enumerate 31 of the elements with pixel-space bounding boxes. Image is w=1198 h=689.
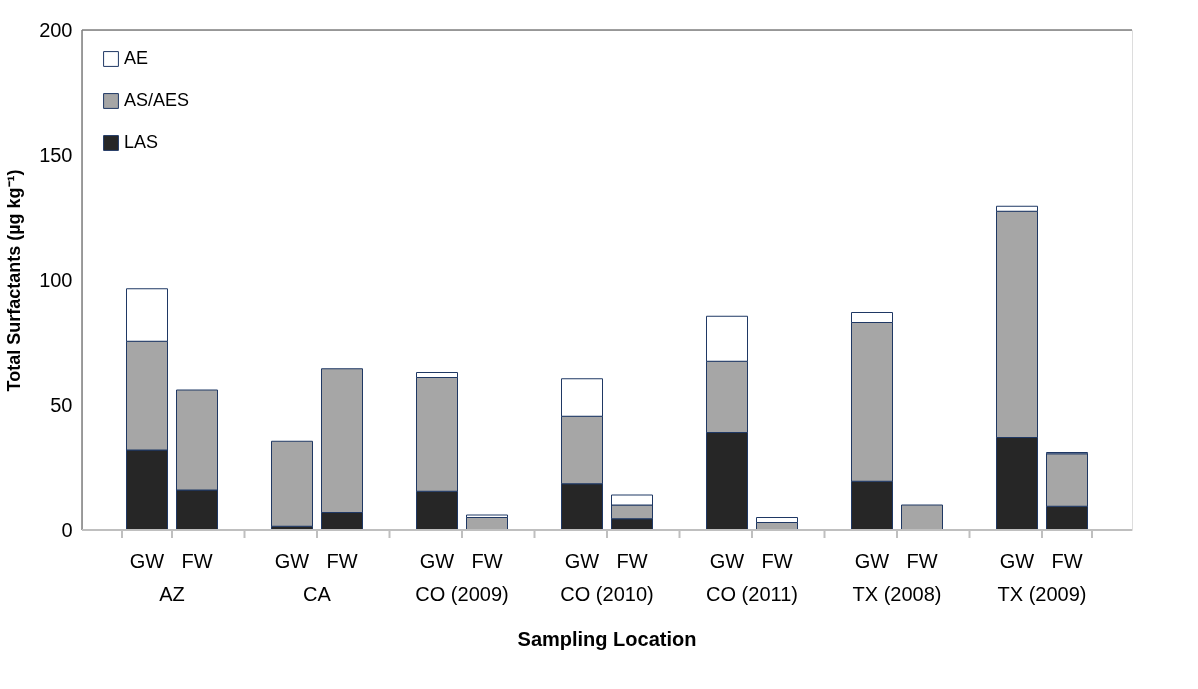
- text: TX (2008): [852, 583, 942, 605]
- x-tick-label: GW: [564, 550, 600, 572]
- x-axis-title: Sampling Location: [517, 628, 697, 650]
- legend-label: AE: [124, 48, 149, 68]
- y-tick-label: 150: [39, 143, 73, 166]
- text: TX (2009): [997, 583, 1087, 605]
- x-tick-label: FW: [1051, 550, 1083, 572]
- x-tick-label: FW: [616, 550, 648, 572]
- x-tick-label: FW: [326, 550, 358, 572]
- x-tick-label: FW: [761, 550, 793, 572]
- x-tick-label: GW: [129, 550, 165, 572]
- text: CO (2011): [706, 583, 798, 605]
- y-tick-label: 50: [50, 393, 73, 416]
- legend-label: AS/AES: [124, 90, 190, 110]
- text: AZ: [159, 583, 185, 605]
- y-tick-label: 0: [61, 518, 73, 541]
- x-tick-label: GW: [419, 550, 455, 572]
- x-tick-label: GW: [274, 550, 310, 572]
- y-axis-title: Total Surfactants (µg kg⁻¹): [4, 169, 25, 392]
- legend-label: LAS: [124, 132, 159, 152]
- y-tick-label: 100: [39, 268, 73, 291]
- x-tick-label: FW: [906, 550, 938, 572]
- x-tick-label: FW: [181, 550, 213, 572]
- text: CO (2009): [415, 583, 509, 605]
- x-tick-label: FW: [471, 550, 503, 572]
- x-tick-label: GW: [709, 550, 745, 572]
- y-tick-label: 200: [39, 18, 73, 41]
- x-tick-label: GW: [854, 550, 890, 572]
- text: CA: [303, 583, 332, 605]
- x-tick-label: GW: [999, 550, 1035, 572]
- text: CO (2010): [560, 583, 654, 605]
